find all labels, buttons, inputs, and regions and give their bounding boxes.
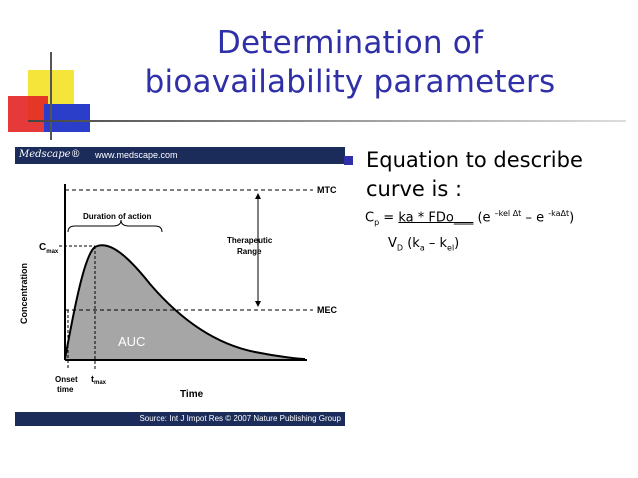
cmax-label: Cmax bbox=[39, 242, 59, 255]
eq-open-k: (k bbox=[403, 236, 420, 251]
eq-blank: ___ bbox=[453, 210, 474, 226]
pk-curve-diagram: MTC MEC Duration of action Therapeutic R… bbox=[19, 184, 338, 400]
eq-close-2: ) bbox=[454, 236, 460, 251]
concentration-curve bbox=[64, 244, 306, 360]
auc-label: AUC bbox=[118, 334, 145, 349]
figure-footer-bar: Source: Int J Impot Res © 2007 Nature Pu… bbox=[15, 412, 345, 426]
onset-label-1: Onset bbox=[55, 375, 78, 384]
cmax-label-sub: max bbox=[46, 249, 59, 255]
equation-line-2: VD (ka – kel) bbox=[388, 236, 459, 253]
eq-vd-sub: D bbox=[396, 243, 404, 253]
pk-curve-figure: Medscape® www.medscape.com MTC bbox=[15, 147, 345, 427]
decor-vertical-line bbox=[50, 52, 52, 140]
eq-open: (e bbox=[473, 210, 495, 226]
slide-title-line-1: Determination of bbox=[216, 25, 484, 61]
auc-area bbox=[65, 245, 305, 359]
eq-minus: – e bbox=[521, 210, 549, 226]
tmax-label-main: t bbox=[91, 374, 94, 384]
eq-kel-sub: el bbox=[447, 243, 455, 253]
bullet-marker bbox=[344, 156, 353, 165]
decor-horizontal-rule bbox=[28, 120, 626, 122]
eq-exp1: –kel Δt bbox=[494, 209, 522, 218]
mtc-label: MTC bbox=[317, 185, 337, 195]
onset-label-2: time bbox=[57, 385, 74, 394]
therapeutic-label-2: Range bbox=[237, 247, 262, 256]
duration-label: Duration of action bbox=[83, 212, 152, 221]
equation-line-1: Cp = ka * FDo___ (e –kel Δt – e -kaΔt) bbox=[365, 209, 574, 227]
figure-source: Source: Int J Impot Res © 2007 Nature Pu… bbox=[139, 414, 341, 423]
duration-brace bbox=[67, 219, 163, 233]
mec-label: MEC bbox=[317, 305, 338, 315]
time-label: Time bbox=[180, 389, 204, 400]
cmax-label-main: C bbox=[39, 242, 46, 253]
tmax-label-sub: max bbox=[94, 380, 107, 386]
eq-equals: = bbox=[379, 210, 399, 226]
slide-title: Determination of bioavailability paramet… bbox=[100, 24, 600, 102]
medscape-url: www.medscape.com bbox=[95, 150, 178, 160]
figure-header-bar: Medscape® www.medscape.com bbox=[15, 147, 345, 164]
eq-cp: C bbox=[365, 210, 375, 226]
eq-cp-sub: p bbox=[374, 217, 380, 227]
medscape-logo: Medscape® bbox=[19, 149, 81, 160]
slide-title-line-2: bioavailability parameters bbox=[144, 64, 556, 100]
eq-vd: V bbox=[388, 236, 397, 251]
decor-red-square bbox=[8, 96, 48, 132]
eq-ka-sub: a bbox=[419, 243, 425, 253]
therapeutic-label-1: Therapeutic bbox=[227, 236, 273, 245]
eq-minus-k: – k bbox=[424, 236, 448, 251]
eq-close: ) bbox=[569, 210, 575, 226]
concentration-label: Concentration bbox=[19, 263, 29, 324]
tmax-label: tmax bbox=[91, 374, 107, 386]
bullet-text: Equation to describe curve is : bbox=[366, 148, 583, 201]
eq-numerator: ka * FDo bbox=[398, 210, 454, 226]
eq-exp2: -kaΔt bbox=[548, 209, 570, 218]
